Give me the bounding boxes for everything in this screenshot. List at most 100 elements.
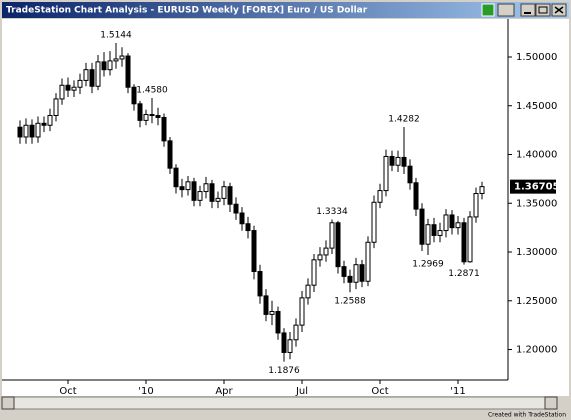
candle-body [269, 310, 275, 315]
candle-body [107, 60, 113, 71]
plot: 1.20000 1.25000 1.30000 1.35000 1.40000 1.450… [17, 30, 560, 397]
candle-body [293, 324, 299, 341]
candle-body [17, 126, 23, 138]
maximize-glyph [538, 6, 548, 14]
y-tick-label: 1.20000 [516, 345, 557, 356]
candle-body [383, 155, 389, 192]
candle-body [281, 332, 287, 353]
y-tick-label: 1.25000 [516, 296, 557, 307]
candle-body [65, 84, 71, 91]
candle-body [437, 230, 443, 236]
scroll-left[interactable] [1, 396, 15, 410]
candle-body [473, 193, 479, 218]
candle-body [197, 191, 203, 201]
price-annotation: 1.2969 [412, 260, 444, 270]
candle-body [347, 275, 353, 283]
candle-body [371, 201, 377, 243]
candle-body [179, 186, 185, 191]
candle-body [119, 55, 125, 60]
candle-body [389, 155, 395, 166]
candle-body [251, 230, 257, 273]
price-annotation: 1.4282 [388, 115, 420, 125]
candle-body [461, 222, 467, 263]
candle-body [287, 339, 293, 353]
x-tick-label: '10 [138, 386, 153, 397]
candle-body [191, 181, 197, 201]
candle-body [41, 122, 47, 126]
candle-body [419, 208, 425, 245]
maximize-button[interactable] [535, 3, 551, 17]
candle-body [209, 183, 215, 202]
candle-body [59, 84, 65, 100]
candle-body [215, 197, 221, 202]
candle-body [443, 214, 449, 232]
candle-body [317, 254, 323, 261]
candle-body [233, 203, 239, 214]
y-tick-label: 1.30000 [516, 247, 557, 258]
candle-body [125, 55, 131, 88]
last-price-box [510, 179, 556, 194]
candle-body [101, 61, 107, 71]
candle-body [479, 186, 485, 195]
candle-body [83, 69, 89, 81]
candle-body [341, 266, 347, 277]
candle-body [239, 212, 245, 225]
candle-body [311, 259, 317, 286]
candle-body [203, 183, 209, 193]
candle-body [455, 222, 461, 229]
candle-body [353, 264, 359, 283]
candle-body [335, 222, 341, 268]
candle-body [329, 222, 335, 249]
candle-body [35, 122, 41, 138]
price-annotation: 1.2871 [448, 269, 480, 279]
candle-body [77, 79, 83, 88]
candle-body [143, 114, 149, 121]
minimize-button[interactable] [520, 3, 536, 17]
title-bar [2, 2, 569, 18]
menu-button[interactable] [497, 3, 515, 17]
candle-body [167, 140, 173, 169]
candle-body [71, 86, 77, 91]
symbol-icon[interactable] [481, 3, 495, 17]
candle-body [23, 124, 29, 138]
candle-body [323, 247, 329, 256]
candle-body [299, 297, 305, 326]
candle-body [263, 295, 269, 315]
candle-body [173, 167, 179, 188]
y-tick-label: 1.40000 [516, 150, 557, 161]
candle-body [467, 216, 473, 263]
candle-body [149, 114, 155, 117]
candle-body [275, 310, 281, 334]
x-tick-label: Oct [371, 386, 388, 397]
last-price-label: 1.36705 [514, 182, 560, 193]
candle-body [449, 214, 455, 229]
close-glyph [554, 6, 564, 14]
candle-body [53, 98, 59, 117]
price-annotation: 1.4580 [136, 85, 168, 95]
candle-body [401, 156, 407, 167]
footer: Created with TradeStation [488, 412, 566, 419]
candle-body [113, 58, 119, 62]
x-tick-label: Apr [215, 386, 233, 397]
price-annotation: 1.2588 [334, 297, 366, 307]
price-annotation: 1.5144 [100, 30, 132, 40]
y-tick-label: 1.45000 [516, 101, 557, 112]
candle-body [155, 115, 161, 118]
candle-body [227, 186, 233, 205]
candle-body [377, 190, 383, 203]
scroll-right[interactable] [544, 396, 558, 410]
candle-body [365, 241, 371, 282]
candle-body [221, 186, 227, 199]
candle-body [395, 156, 401, 166]
candle-body [257, 271, 263, 297]
y-tick-label: 1.50000 [516, 52, 557, 63]
candle-body [29, 124, 35, 138]
candle-body [95, 61, 101, 87]
x-tick-label: '11 [450, 386, 465, 397]
price-annotation: 1.1876 [268, 366, 300, 376]
candle-body [245, 223, 251, 232]
scrollbar[interactable] [1, 396, 558, 410]
candle-body [89, 69, 95, 87]
candle-body [407, 165, 413, 184]
